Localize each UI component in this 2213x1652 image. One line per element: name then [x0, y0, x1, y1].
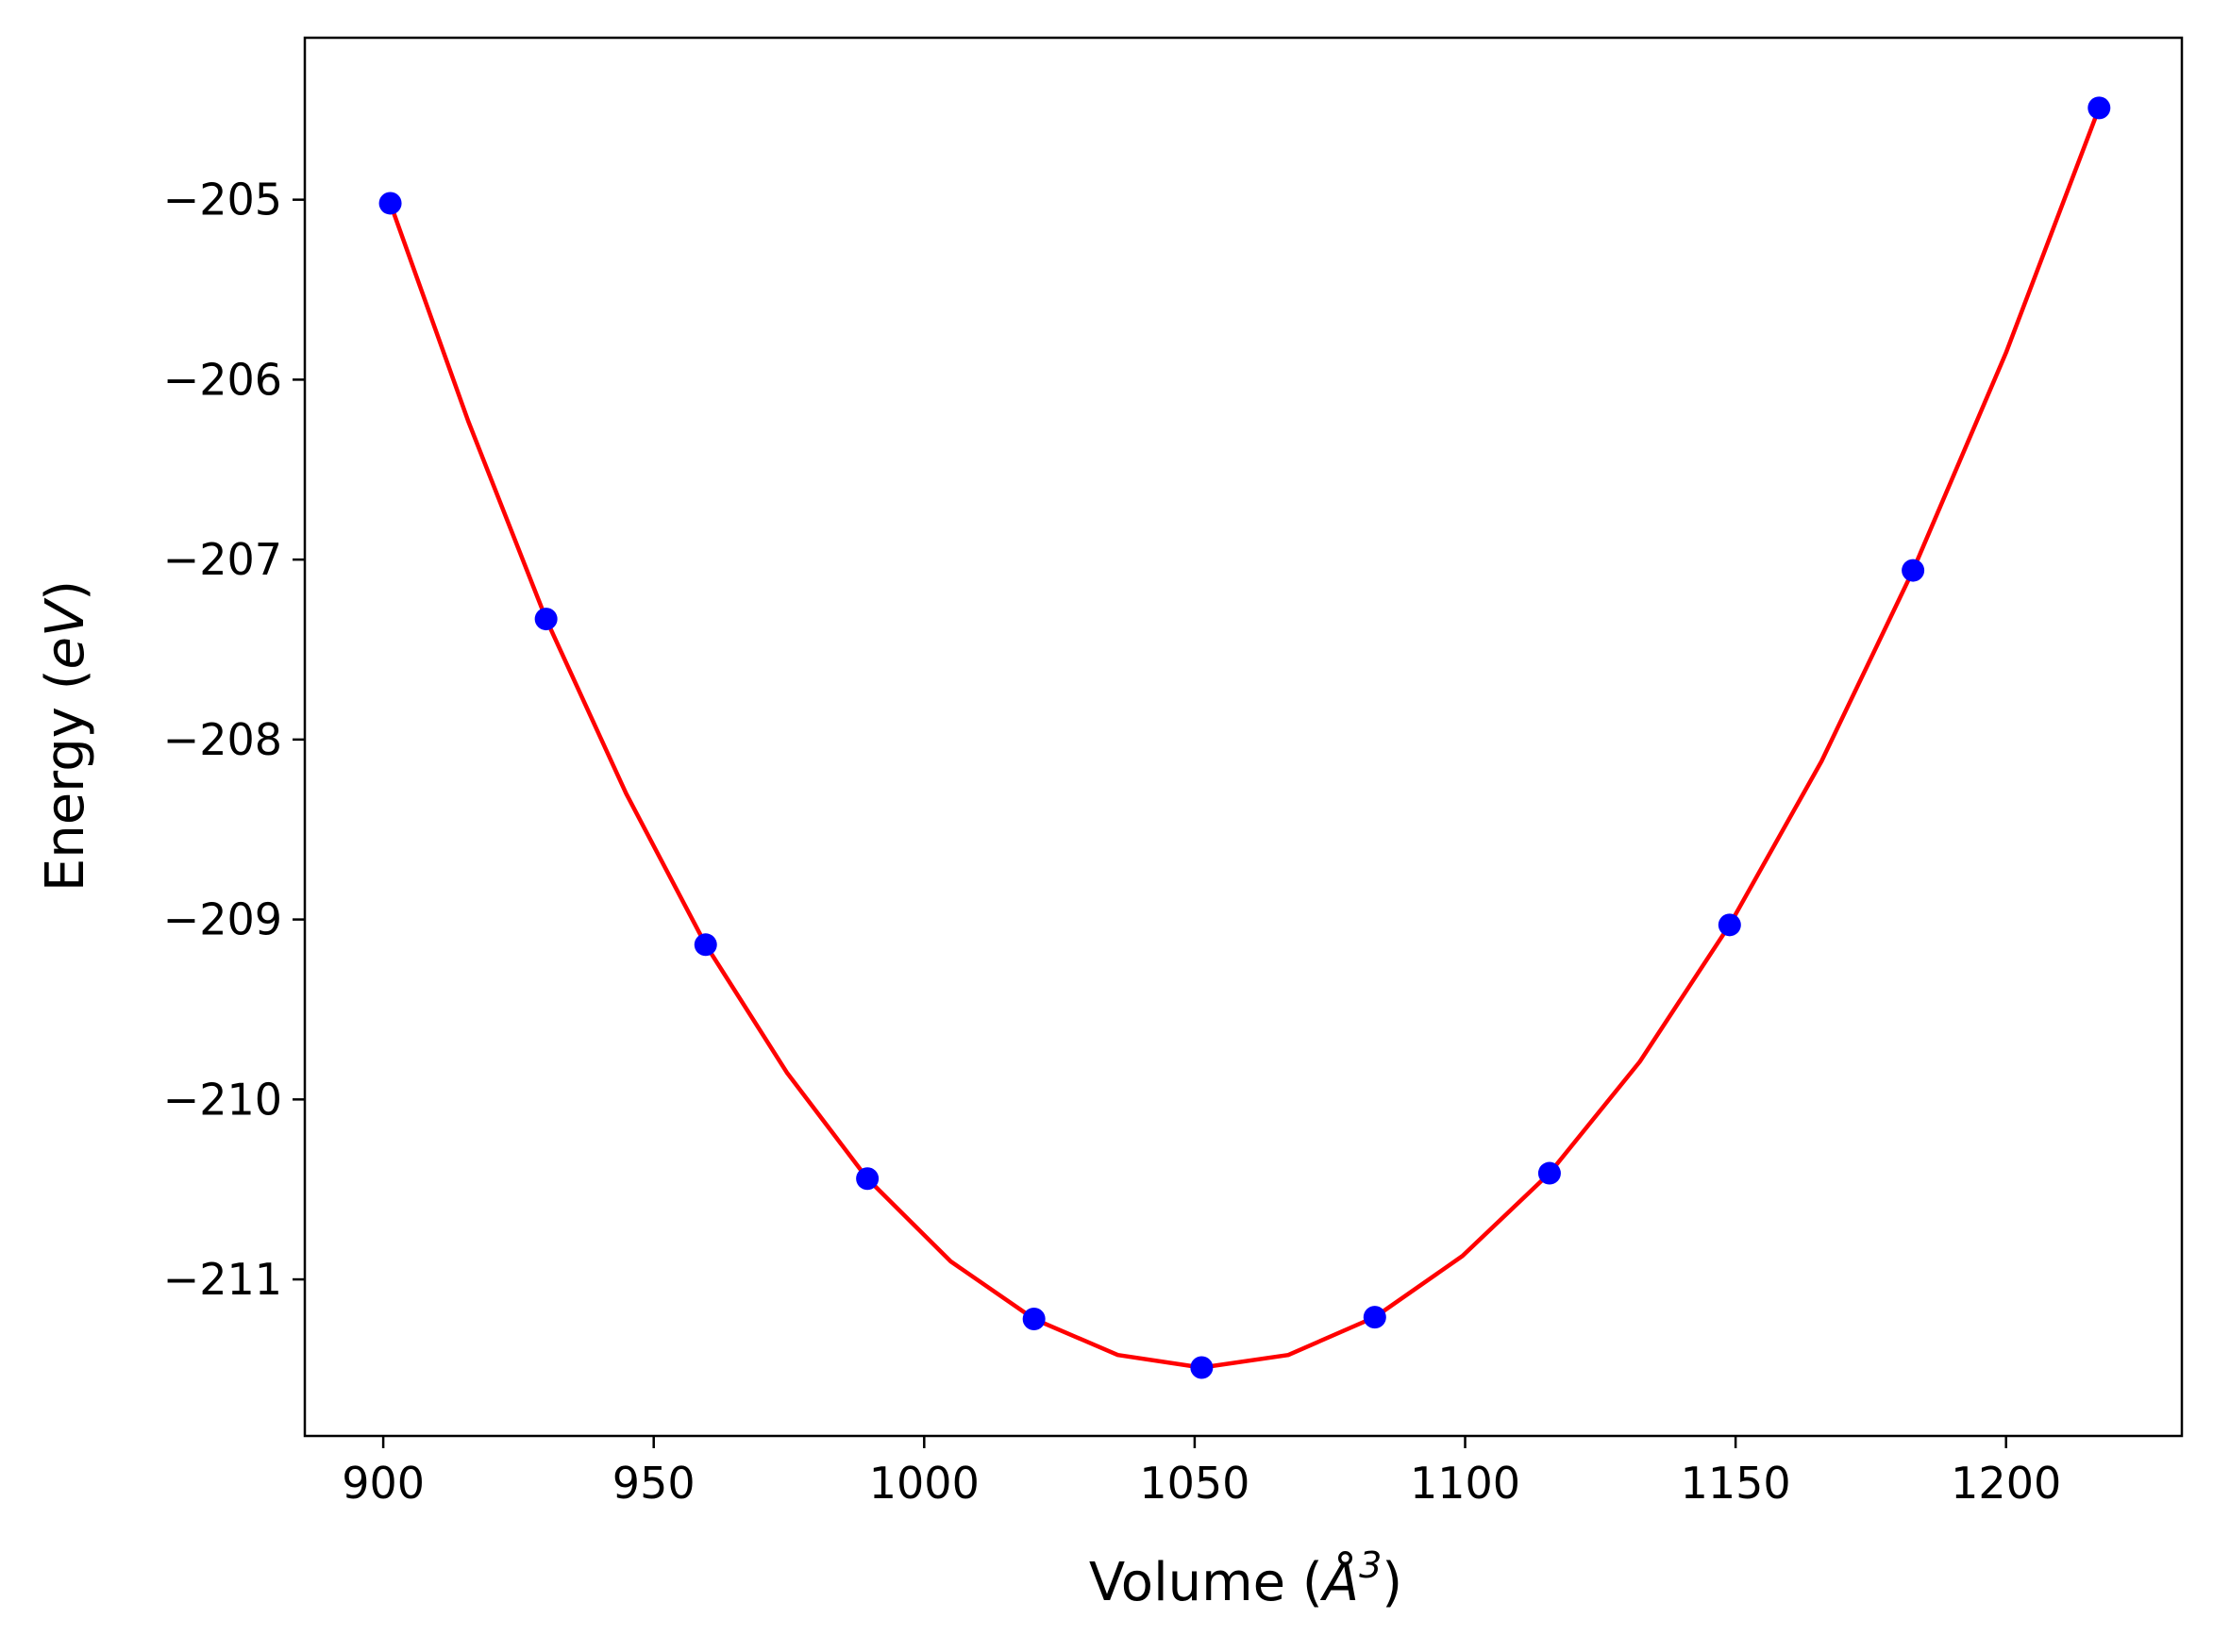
data-points-layer	[378, 96, 2111, 1379]
data-point	[1190, 1356, 1214, 1379]
x-tick-label: 950	[612, 1458, 696, 1509]
y-tick-label: −205	[163, 175, 282, 225]
x-tick-label: 1050	[1139, 1458, 1249, 1509]
data-point	[534, 608, 558, 631]
data-point	[694, 933, 717, 957]
x-tick-label: 1100	[1410, 1458, 1520, 1509]
fit-curve-line	[388, 107, 2102, 1370]
x-tick-label: 900	[342, 1458, 425, 1509]
data-point	[1537, 1161, 1561, 1185]
y-axis-label: Energy (eV)	[35, 580, 96, 892]
x-axis-ticks: 900 950 1000 1050 1100 1150 1200	[342, 1436, 2061, 1509]
x-tick-label: 1200	[1951, 1458, 2061, 1509]
data-point	[1363, 1306, 1386, 1329]
data-point	[378, 192, 402, 215]
data-point	[1022, 1308, 1046, 1331]
y-axis-ticks: −205 −206 −207 −208 −209 −210 −211	[163, 175, 305, 1305]
y-tick-label: −211	[163, 1254, 282, 1305]
data-point	[2087, 96, 2111, 120]
fit-curve-layer	[388, 107, 2102, 1370]
data-point	[1902, 559, 1925, 582]
x-tick-label: 1000	[869, 1458, 980, 1509]
data-point	[856, 1167, 880, 1191]
data-point	[1718, 913, 1741, 937]
y-tick-label: −209	[163, 894, 282, 945]
x-tick-label: 1150	[1681, 1458, 1791, 1509]
y-tick-label: −206	[163, 354, 282, 405]
y-tick-label: −208	[163, 714, 282, 765]
y-tick-label: −210	[163, 1074, 282, 1125]
x-axis-label: Volume (Å3)	[1089, 1544, 1402, 1613]
plot-frame	[303, 36, 2184, 1438]
y-tick-label: −207	[163, 534, 282, 585]
